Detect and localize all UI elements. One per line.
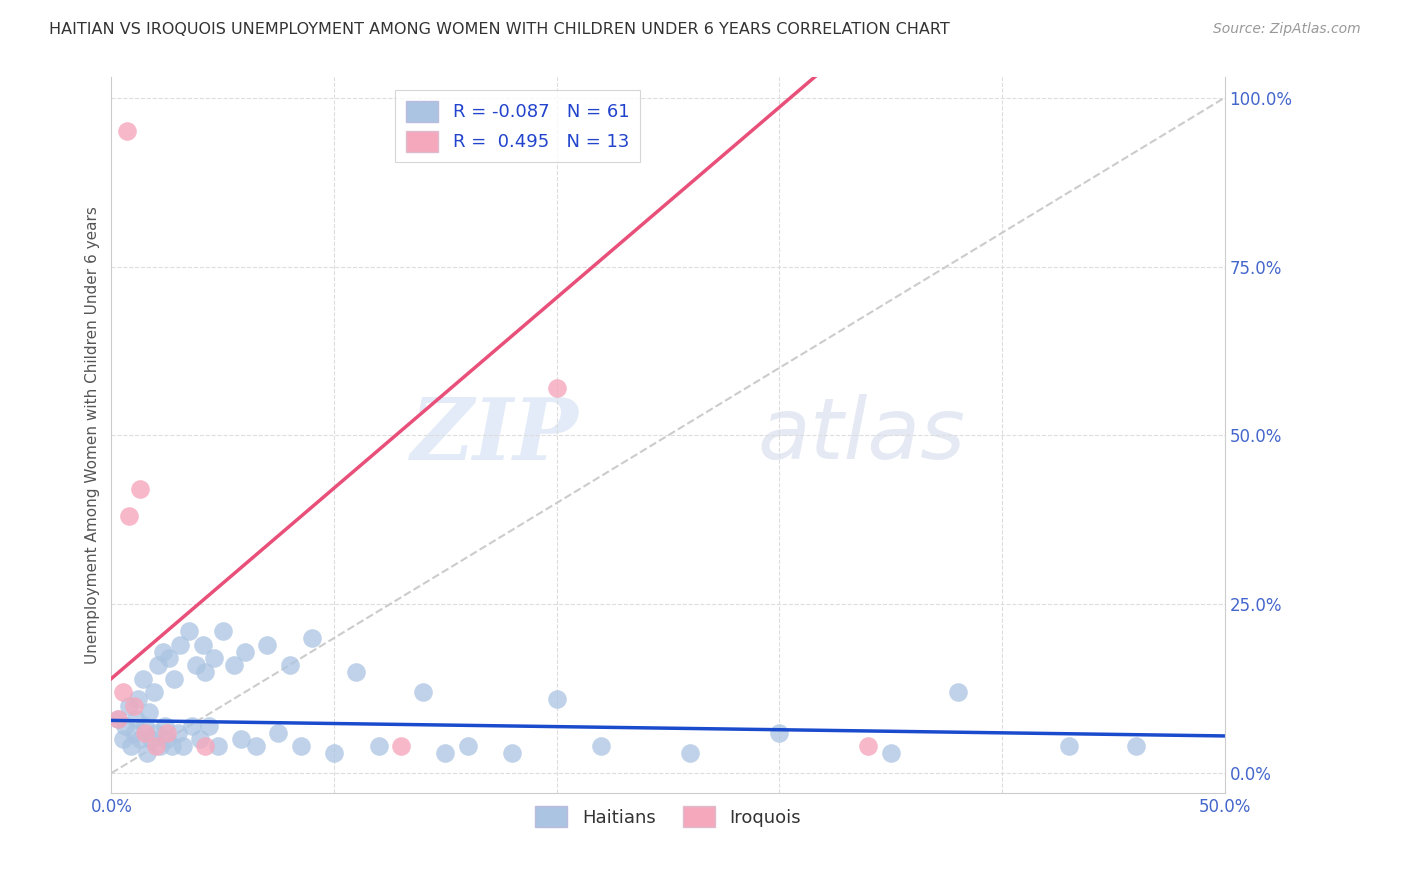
Point	[107, 712, 129, 726]
Point	[412, 685, 434, 699]
Text: ZIP: ZIP	[411, 393, 579, 477]
Point	[367, 739, 389, 753]
Point	[344, 665, 367, 679]
Point	[111, 685, 134, 699]
Point	[591, 739, 613, 753]
Text: atlas: atlas	[756, 394, 965, 477]
Point	[145, 739, 167, 753]
Text: HAITIAN VS IROQUOIS UNEMPLOYMENT AMONG WOMEN WITH CHILDREN UNDER 6 YEARS CORRELA: HAITIAN VS IROQUOIS UNEMPLOYMENT AMONG W…	[49, 22, 950, 37]
Point	[278, 658, 301, 673]
Point	[301, 631, 323, 645]
Point	[167, 725, 190, 739]
Point	[122, 725, 145, 739]
Point	[229, 732, 252, 747]
Point	[546, 381, 568, 395]
Point	[546, 691, 568, 706]
Point	[194, 665, 217, 679]
Point	[267, 725, 290, 739]
Point	[157, 651, 180, 665]
Point	[323, 746, 346, 760]
Point	[141, 732, 163, 747]
Point	[111, 732, 134, 747]
Point	[142, 685, 165, 699]
Point	[190, 732, 212, 747]
Point	[184, 658, 207, 673]
Point	[134, 719, 156, 733]
Point	[194, 739, 217, 753]
Point	[129, 483, 152, 497]
Point	[156, 725, 179, 739]
Point	[136, 746, 159, 760]
Point	[149, 739, 172, 753]
Point	[138, 706, 160, 720]
Text: Source: ZipAtlas.com: Source: ZipAtlas.com	[1213, 22, 1361, 37]
Point	[118, 509, 141, 524]
Point	[145, 725, 167, 739]
Point	[290, 739, 312, 753]
Point	[120, 739, 142, 753]
Point	[1125, 739, 1147, 753]
Y-axis label: Unemployment Among Women with Children Under 6 years: Unemployment Among Women with Children U…	[86, 206, 100, 665]
Point	[768, 725, 790, 739]
Point	[858, 739, 880, 753]
Point	[233, 644, 256, 658]
Point	[156, 732, 179, 747]
Point	[180, 719, 202, 733]
Point	[457, 739, 479, 753]
Point	[222, 658, 245, 673]
Point	[198, 719, 221, 733]
Point	[125, 712, 148, 726]
Point	[202, 651, 225, 665]
Point	[211, 624, 233, 639]
Point	[115, 124, 138, 138]
Point	[501, 746, 523, 760]
Point	[146, 658, 169, 673]
Point	[434, 746, 457, 760]
Point	[679, 746, 702, 760]
Point	[114, 719, 136, 733]
Point	[389, 739, 412, 753]
Point	[880, 746, 903, 760]
Point	[207, 739, 229, 753]
Point	[1057, 739, 1080, 753]
Point	[245, 739, 267, 753]
Point	[134, 725, 156, 739]
Legend: Haitians, Iroquois: Haitians, Iroquois	[527, 799, 808, 834]
Point	[122, 698, 145, 713]
Point	[107, 712, 129, 726]
Point	[160, 739, 183, 753]
Point	[191, 638, 214, 652]
Point	[129, 732, 152, 747]
Point	[946, 685, 969, 699]
Point	[118, 698, 141, 713]
Point	[163, 672, 186, 686]
Point	[131, 672, 153, 686]
Point	[169, 638, 191, 652]
Point	[152, 644, 174, 658]
Point	[179, 624, 201, 639]
Point	[256, 638, 278, 652]
Point	[127, 691, 149, 706]
Point	[172, 739, 194, 753]
Point	[153, 719, 176, 733]
